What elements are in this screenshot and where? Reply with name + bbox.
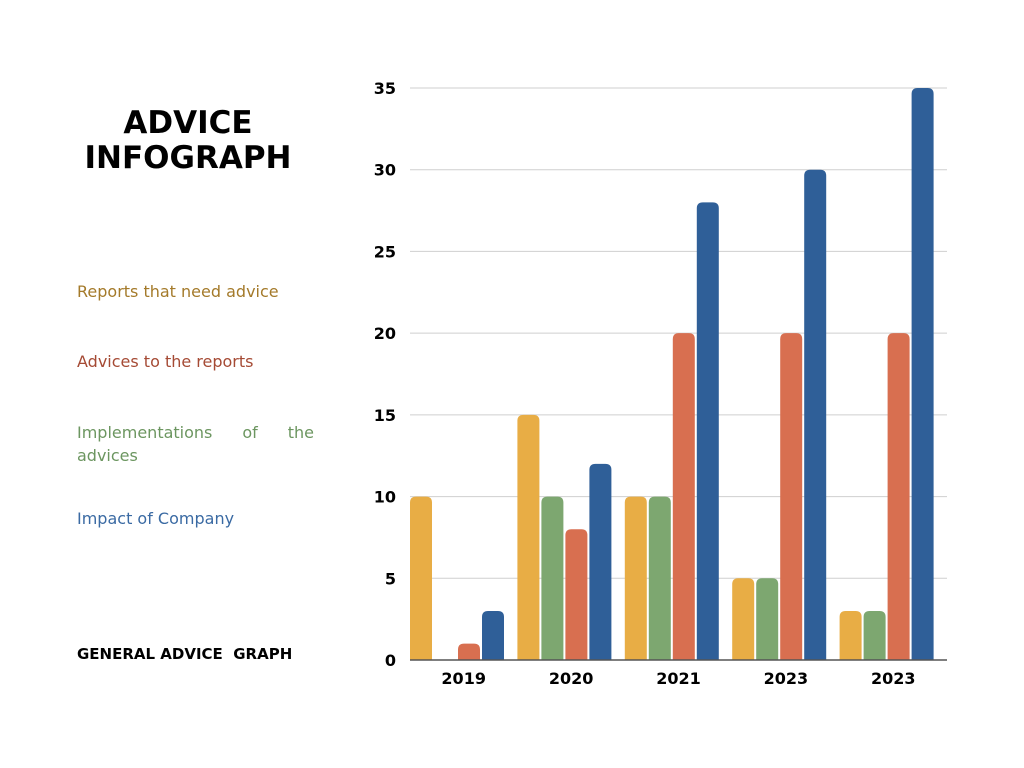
x-tick-label: 2019 [441,669,486,688]
bar [541,496,564,660]
bar [911,88,934,660]
bar [410,496,432,660]
bar [839,610,862,660]
bar [517,414,540,660]
y-axis-ticks: 0 5 10 15 20 25 30 35 [374,79,396,670]
x-tick-label: 2023 [871,669,916,688]
bar [887,333,910,660]
chart-title: ADVICE INFOGRAPH [84,105,292,176]
bar [458,643,480,660]
bar [672,333,695,660]
x-tick-label: 2023 [764,669,809,688]
bar [648,496,671,660]
bar [589,463,612,660]
x-tick-label: 2020 [549,669,594,688]
legend-item-reports: Reports that need advice [77,282,279,301]
bars [410,88,934,660]
y-tick-label: 35 [374,79,396,98]
legend-item-advices: Advices to the reports [77,352,254,371]
y-tick-label: 25 [374,242,396,261]
y-tick-label: 5 [385,569,396,588]
bar [624,496,647,660]
chart-footer-caption: GENERAL ADVICE GRAPH [77,645,293,663]
bar [863,610,886,660]
x-axis-ticks: 2019 2020 2021 2023 2023 [441,669,915,688]
y-tick-label: 20 [374,324,396,343]
legend-item-impact: Impact of Company [77,509,235,528]
y-tick-label: 15 [374,406,396,425]
bar [482,610,504,660]
bar [756,578,779,660]
bar [804,169,827,660]
y-tick-label: 0 [385,651,396,670]
bar [565,529,588,660]
bar [780,333,803,660]
bar [696,202,719,660]
y-tick-label: 10 [374,488,396,507]
bar [732,578,755,660]
y-tick-label: 30 [374,161,396,180]
x-tick-label: 2021 [656,669,701,688]
legend-item-implementations: Implementations of the advices [77,423,314,465]
